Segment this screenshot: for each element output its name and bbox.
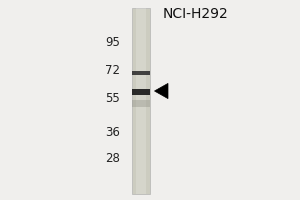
Text: 36: 36	[105, 126, 120, 138]
Bar	[132, 71, 150, 75]
Bar	[136, 8, 146, 194]
Text: NCI-H292: NCI-H292	[162, 7, 228, 21]
Text: 95: 95	[105, 36, 120, 48]
Polygon shape	[154, 83, 168, 99]
Bar	[132, 89, 150, 95]
Text: 28: 28	[105, 152, 120, 164]
Text: 55: 55	[105, 92, 120, 104]
Bar	[132, 8, 150, 194]
Bar	[132, 100, 150, 107]
Text: 72: 72	[105, 64, 120, 76]
